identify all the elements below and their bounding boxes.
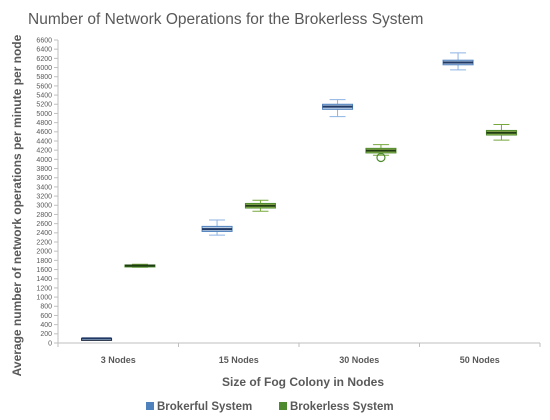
legend-swatch [279, 402, 287, 410]
y-tick-label: 6600 [36, 37, 52, 44]
y-tick-label: 3200 [36, 193, 52, 200]
legend-swatch [146, 402, 154, 410]
y-tick-label: 3800 [36, 166, 52, 173]
y-tick-label: 1800 [36, 258, 52, 265]
x-axis-ticks: 3 Nodes 15 Nodes 30 Nodes 50 Nodes [57, 343, 541, 365]
box-30-nodes [322, 99, 354, 118]
y-axis-ticks: 0 200 400 600 800 1000 1200 1400 1600 1800 2000 220… [36, 37, 58, 347]
x-category-label: 15 Nodes [219, 355, 259, 365]
y-tick-label: 5400 [36, 92, 52, 99]
x-category-label: 30 Nodes [339, 355, 379, 365]
y-tick-label: 2000 [36, 249, 52, 256]
y-tick-label: 800 [40, 304, 52, 311]
series-brokerless-system [124, 123, 517, 268]
box-50-nodes [442, 52, 474, 71]
chart-title: Number of Network Operations for the Bro… [28, 11, 423, 28]
y-tick-label: 2800 [36, 212, 52, 219]
y-tick-label: 0 [48, 340, 52, 347]
x-category-label: 3 Nodes [101, 355, 136, 365]
box-series-group [81, 52, 517, 341]
y-tick-label: 5800 [36, 74, 52, 81]
y-tick-label: 3000 [36, 203, 52, 210]
box-50-nodes [485, 123, 517, 141]
y-axis-title: Average number of network operations per… [10, 34, 24, 376]
legend-label: Brokerless System [290, 401, 394, 413]
y-tick-label: 200 [40, 331, 52, 338]
y-tick-label: 3600 [36, 175, 52, 182]
y-tick-label: 1200 [36, 285, 52, 292]
y-tick-label: 2200 [36, 239, 52, 246]
box-3-nodes [124, 263, 156, 268]
y-tick-label: 1600 [36, 267, 52, 274]
box-15-nodes [201, 219, 233, 236]
y-tick-label: 2600 [36, 221, 52, 228]
y-tick-label: 6200 [36, 56, 52, 63]
legend-label: Brokerful System [157, 401, 252, 413]
outlier-point [376, 152, 386, 163]
y-tick-label: 3400 [36, 184, 52, 191]
y-tick-label: 5200 [36, 102, 52, 109]
y-tick-label: 4200 [36, 148, 52, 155]
y-tick-label: 5600 [36, 83, 52, 90]
y-tick-label: 600 [40, 313, 52, 320]
y-tick-label: 400 [40, 322, 52, 329]
y-tick-label: 1000 [36, 294, 52, 301]
y-tick-label: 4400 [36, 138, 52, 145]
y-tick-label: 6000 [36, 65, 52, 72]
box-3-nodes [81, 337, 113, 341]
box-15-nodes [244, 199, 276, 212]
y-tick-label: 6400 [36, 47, 52, 54]
y-tick-label: 4000 [36, 157, 52, 164]
x-axis-title: Size of Fog Colony in Nodes [222, 375, 384, 389]
chart-legend: Brokerful System Brokerless System [146, 401, 394, 413]
y-tick-label: 4800 [36, 120, 52, 127]
y-tick-label: 1400 [36, 276, 52, 283]
series-brokerful-system [81, 52, 474, 341]
y-tick-label: 2400 [36, 230, 52, 237]
y-tick-label: 5000 [36, 111, 52, 118]
y-tick-label: 4600 [36, 129, 52, 136]
box-30-nodes [365, 144, 397, 163]
x-category-label: 50 Nodes [460, 355, 500, 365]
